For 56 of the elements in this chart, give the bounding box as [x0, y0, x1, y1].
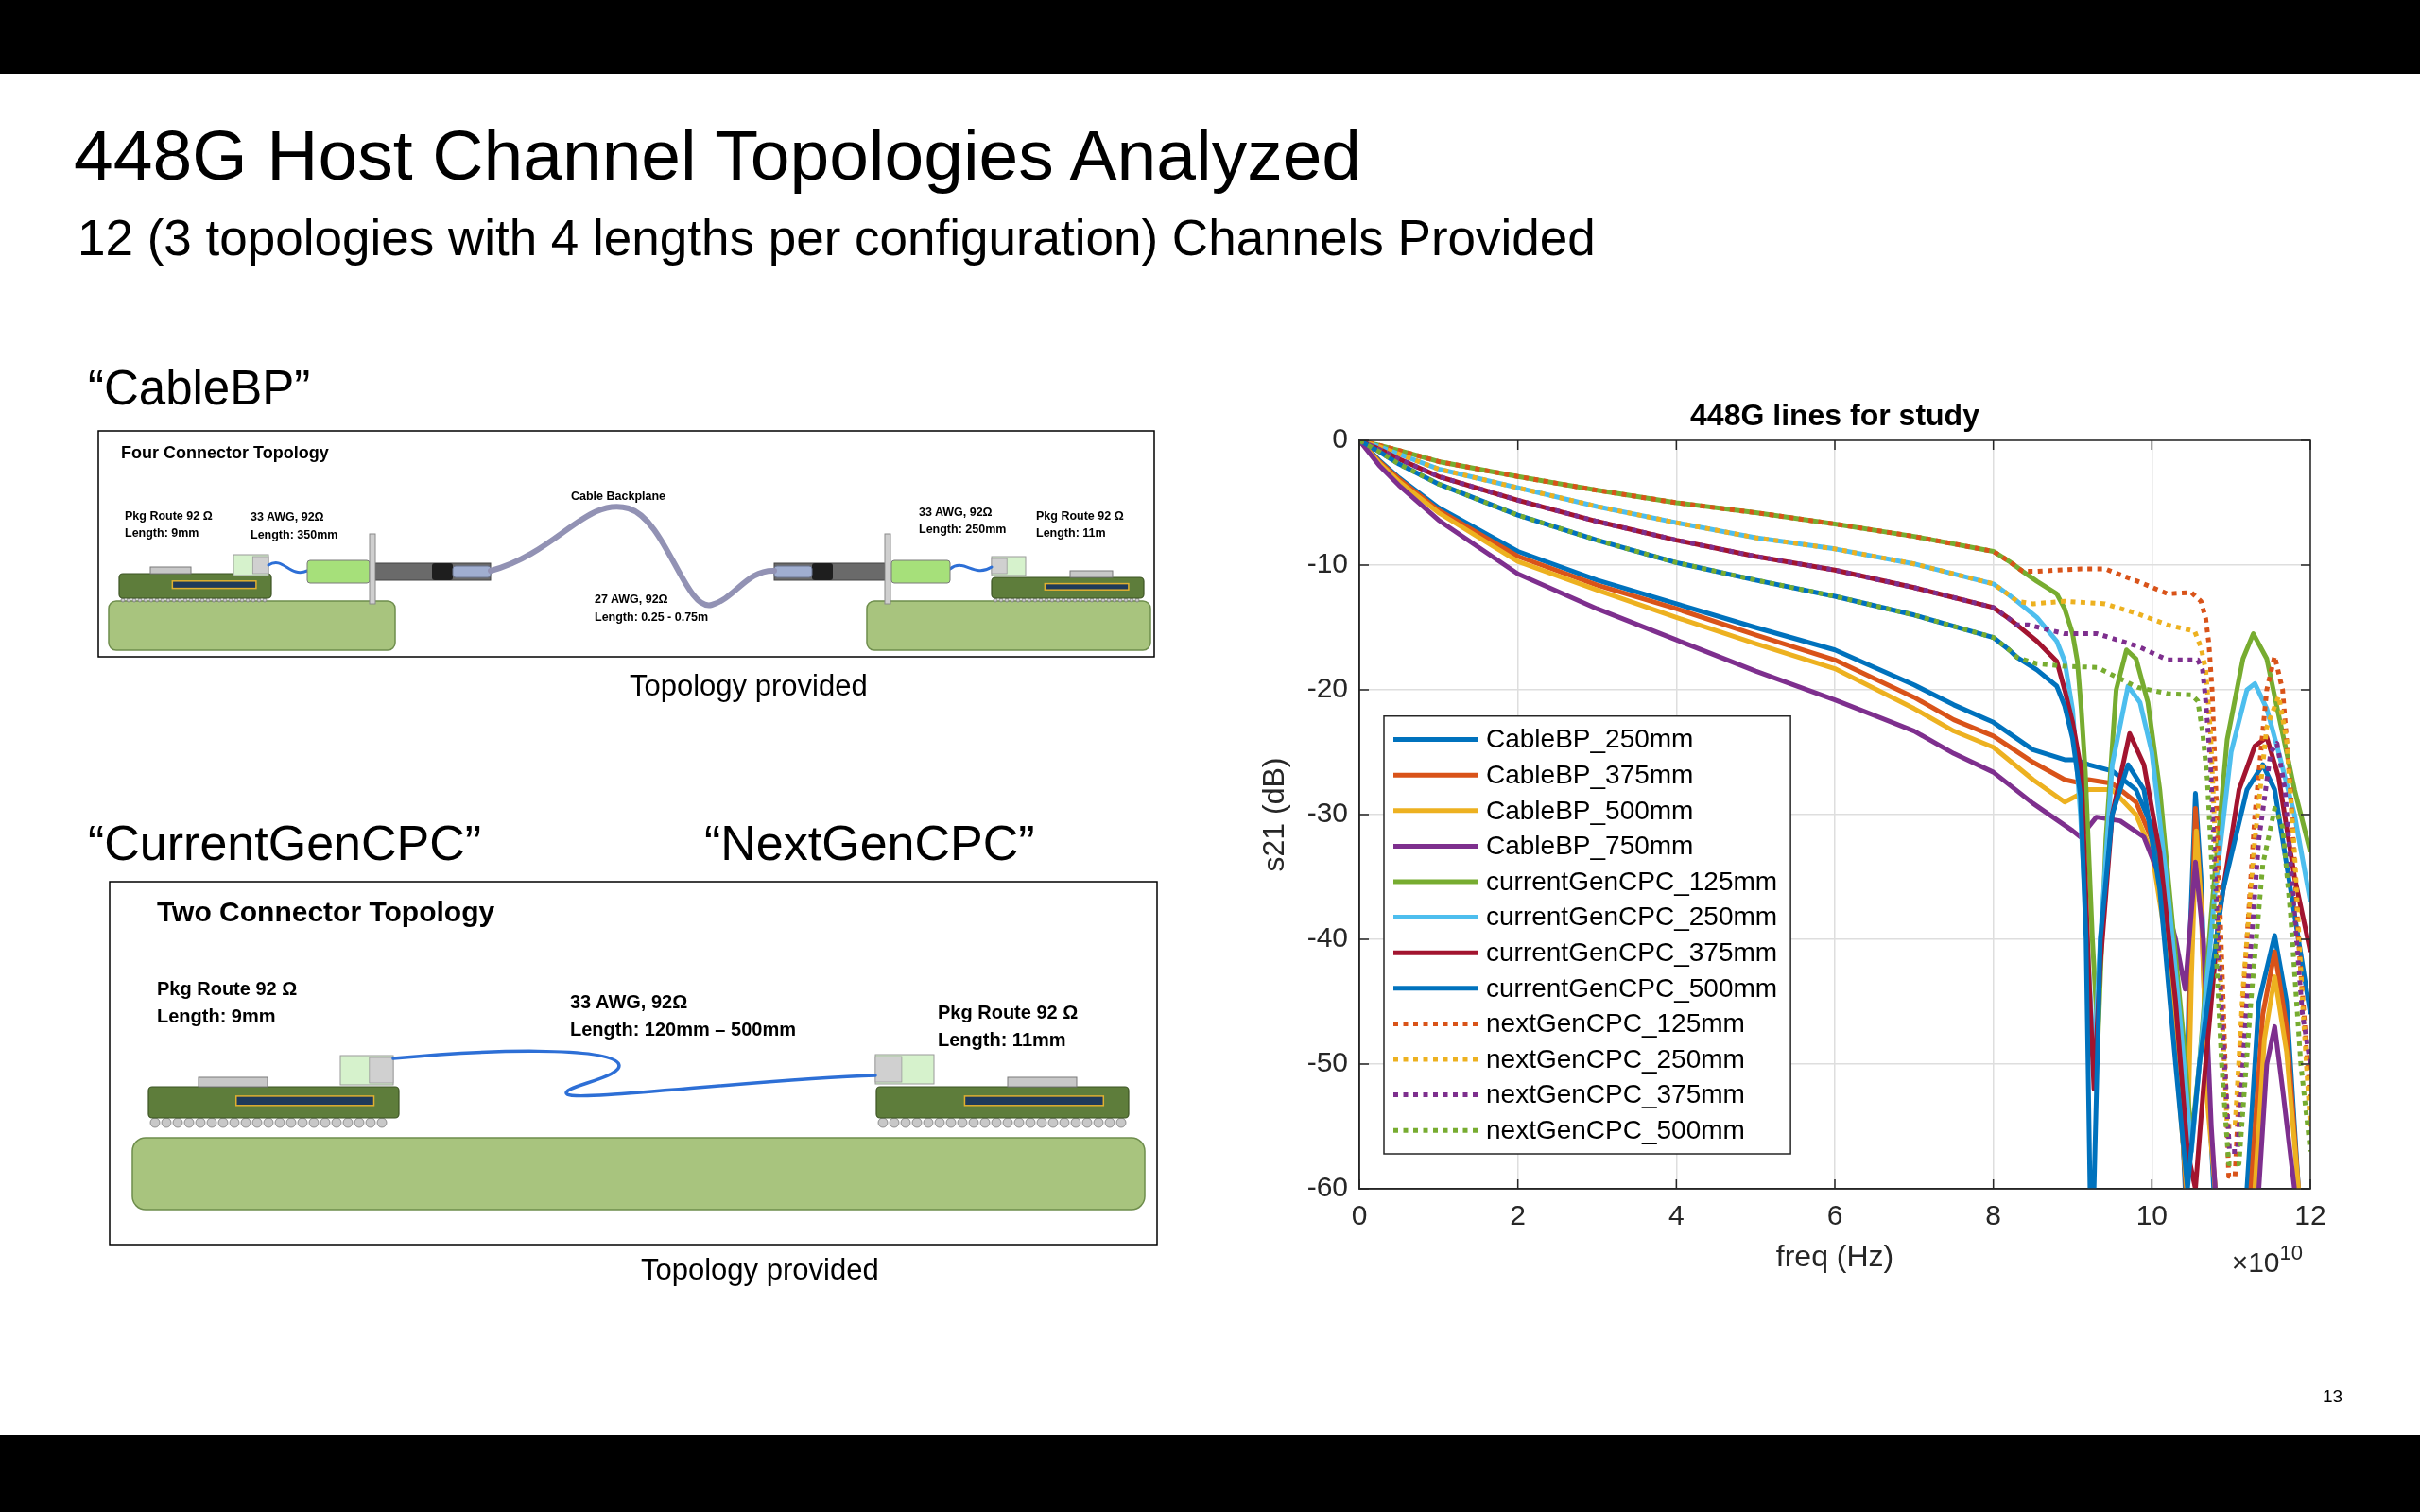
legend-label: currentGenCPC_250mm	[1486, 902, 1778, 932]
legend-label: nextGenCPC_250mm	[1486, 1043, 1745, 1074]
x-tick-label: 0	[1351, 1199, 1368, 1231]
x-axis-title: freq (Hz)	[1775, 1238, 1894, 1273]
text: Length: 9mm	[125, 526, 199, 540]
text: 33 AWG, 92Ω	[251, 510, 324, 524]
text: 33 AWG, 92Ω	[919, 506, 993, 519]
text: Length: 350mm	[251, 528, 338, 541]
text: Four Connector Topology	[121, 443, 329, 462]
text: Topology provided	[641, 1253, 879, 1286]
text: Pkg Route 92 Ω	[125, 509, 213, 523]
x-tick-label: 2	[1510, 1199, 1527, 1231]
text: Length: 9mm	[157, 1005, 276, 1026]
y-tick-label: -60	[1306, 1171, 1348, 1203]
text: 33 AWG, 92Ω	[570, 991, 688, 1012]
text: Length: 11mm	[938, 1029, 1066, 1050]
legend-label: nextGenCPC_375mm	[1486, 1079, 1745, 1109]
legend-label: currentGenCPC_375mm	[1486, 936, 1778, 967]
text: 12 (3 topologies with 4 lengths per configuration) Channels Provided	[78, 210, 1596, 266]
text: Length: 120mm – 500mm	[570, 1019, 796, 1040]
legend-label: CableBP_500mm	[1486, 795, 1694, 825]
text: Length: 250mm	[919, 523, 1007, 536]
text: Pkg Route 92 Ω	[938, 1002, 1079, 1022]
y-tick-label: -20	[1306, 672, 1348, 704]
legend-label: currentGenCPC_125mm	[1486, 866, 1778, 896]
legend-label: CableBP_250mm	[1486, 724, 1694, 754]
text: “CableBP”	[88, 361, 311, 415]
x-tick-label: 4	[1668, 1199, 1685, 1231]
text: 27 AWG, 92Ω	[595, 593, 668, 606]
y-tick-label: -10	[1306, 547, 1348, 579]
text: “CurrentGenCPC”	[88, 816, 482, 870]
legend-label: nextGenCPC_125mm	[1486, 1008, 1745, 1039]
text: Cable Backplane	[571, 490, 666, 503]
legend-label: CableBP_375mm	[1486, 759, 1694, 789]
text: Length: 11m	[1036, 526, 1106, 540]
x-tick-label: 6	[1826, 1199, 1843, 1231]
y-tick-label: 0	[1332, 422, 1348, 455]
text: 13	[2323, 1386, 2343, 1406]
y-tick-label: -40	[1306, 921, 1348, 954]
y-tick-label: -30	[1306, 797, 1348, 829]
text: Length: 0.25 - 0.75m	[595, 610, 709, 624]
x-tick-label: 10	[2135, 1199, 2169, 1231]
text: Pkg Route 92 Ω	[1036, 509, 1124, 523]
y-axis-title: s21 (dB)	[1256, 757, 1291, 872]
text: Pkg Route 92 Ω	[157, 978, 298, 999]
chart-title: 448G lines for study	[1690, 398, 1980, 432]
text: “NextGenCPC”	[704, 816, 1035, 870]
text: Topology provided	[630, 669, 868, 702]
y-tick-label: -50	[1306, 1046, 1348, 1078]
text: 448G Host Channel Topologies Analyzed	[74, 115, 1362, 195]
legend-label: CableBP_750mm	[1486, 831, 1694, 861]
x-tick-label: 12	[2294, 1199, 2326, 1231]
legend-label: nextGenCPC_500mm	[1486, 1114, 1745, 1144]
text: Two Connector Topology	[157, 896, 495, 927]
x-tick-label: 8	[1985, 1199, 2002, 1231]
legend-label: currentGenCPC_500mm	[1486, 972, 1778, 1003]
